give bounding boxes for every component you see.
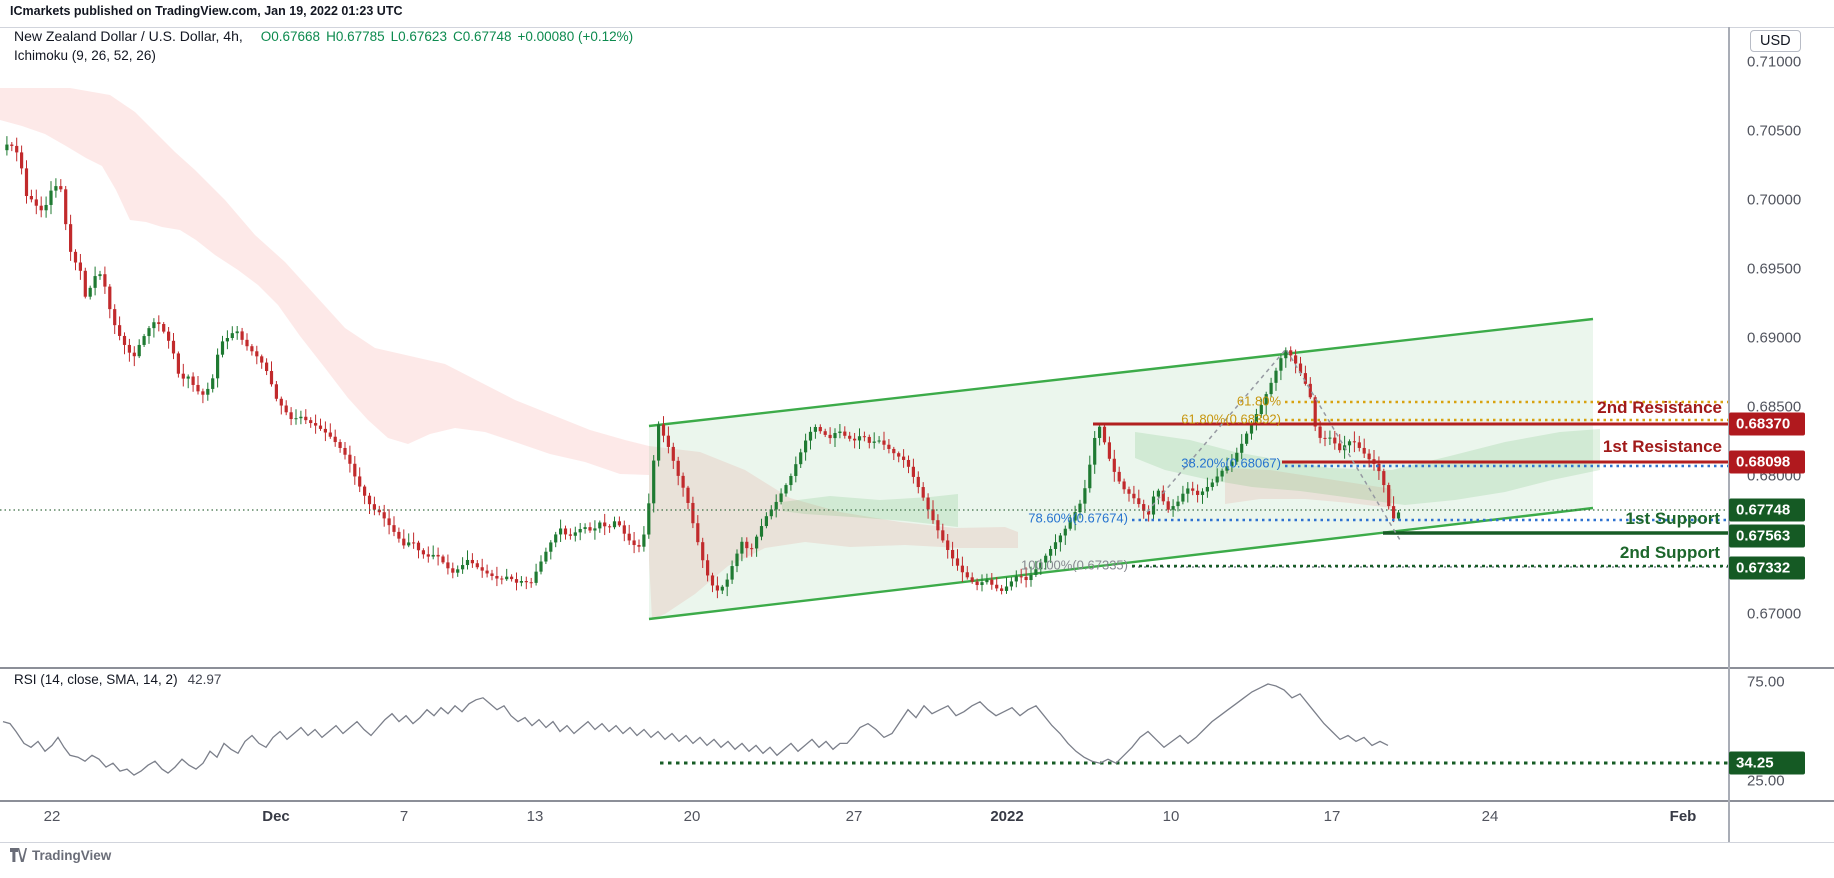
ohlc-low: L0.67623 [390, 29, 447, 44]
tradingview-logo-text: TradingView [32, 848, 112, 863]
ichimoku-legend-row[interactable]: Ichimoku (9, 26, 52, 26) [14, 48, 156, 63]
price-badge-support1: 0.67563 [1729, 524, 1805, 548]
symbol-legend-row[interactable]: New Zealand Dollar / U.S. Dollar, 4h, O0.… [14, 28, 639, 44]
rsi-tick: 25.00 [1747, 772, 1785, 790]
pane-divider[interactable] [0, 667, 1834, 669]
support1-label[interactable]: 1st Support [1625, 509, 1720, 528]
time-tick: 2022 [990, 808, 1024, 825]
ichimoku-cloud [0, 88, 1600, 619]
ohlc-values: O0.67668 H0.67785 L0.67623 C0.67748 +0.00080… [261, 29, 639, 44]
price-tick: 0.69500 [1747, 260, 1802, 278]
price-tick: 0.71000 [1747, 53, 1802, 71]
rsi-plot-line [2, 683, 1389, 776]
tradingview-logo-icon [10, 848, 27, 862]
time-tick: 13 [526, 808, 544, 825]
rsi-tick: 75.00 [1747, 673, 1785, 691]
ohlc-close: C0.67748 [452, 29, 512, 44]
resistance1-label[interactable]: 1st Resistance [1602, 437, 1722, 456]
fib-786-label[interactable]: 78.60%(0.67674) [1028, 510, 1128, 526]
price-tick: 0.69000 [1747, 329, 1802, 347]
price-tick: 0.67000 [1747, 605, 1802, 623]
price-tick: 0.70500 [1747, 122, 1802, 140]
level-lines [0, 400, 1728, 765]
price-tick: 0.68500 [1747, 398, 1802, 416]
rsi-plot [2, 683, 1389, 776]
tradingview-logo[interactable]: TradingView [10, 848, 111, 863]
price-tick: 0.70000 [1747, 191, 1802, 209]
ohlc-high: H0.67785 [326, 29, 385, 44]
price-badge-support2: 0.67332 [1729, 556, 1805, 580]
bottom-border [0, 842, 1834, 843]
price-axis-border [1728, 27, 1730, 842]
top-border [0, 27, 1834, 28]
time-tick: Feb [1669, 808, 1697, 825]
support2-label[interactable]: 2nd Support [1619, 543, 1720, 562]
rsi-legend-row[interactable]: RSI (14, close, SMA, 14, 2) 42.97 [14, 672, 221, 687]
fib-trend [1146, 347, 1401, 541]
rsi-badge: 34.25 [1729, 751, 1805, 775]
fib-618-label[interactable]: 61.80%(0.68392) [1181, 411, 1281, 427]
fib-382-label[interactable]: 38.20%(0.68067) [1181, 455, 1281, 471]
time-tick: 7 [399, 808, 409, 825]
symbol-title: New Zealand Dollar / U.S. Dollar, 4h, [14, 28, 243, 44]
time-axis-border [0, 800, 1834, 802]
rsi-label: RSI (14, close, SMA, 14, 2) [14, 672, 178, 687]
time-tick: Dec [262, 808, 290, 825]
time-tick: 22 [43, 808, 61, 825]
time-tick: 24 [1481, 808, 1499, 825]
candles [5, 136, 1401, 599]
time-tick: 20 [683, 808, 701, 825]
price-badge-resistance1: 0.68098 [1729, 450, 1805, 474]
currency-toggle[interactable]: USD [1750, 30, 1801, 52]
fib-100-label[interactable]: 100.00%(0.67335) [1021, 557, 1128, 573]
rsi-value: 42.97 [187, 672, 222, 687]
fib-618-upper-label[interactable]: 61.80% [1236, 393, 1281, 409]
resistance2-label[interactable]: 2nd Resistance [1597, 398, 1722, 417]
price-channel [648, 317, 1594, 621]
price-badge-last: 0.67748 [1729, 498, 1805, 522]
time-tick: 10 [1162, 808, 1180, 825]
time-tick: 27 [845, 808, 863, 825]
ohlc-open: O0.67668 [260, 29, 321, 44]
fib-trend-dashed [1146, 347, 1401, 541]
time-tick: 17 [1323, 808, 1341, 825]
ohlc-change: +0.00080 (+0.12%) [517, 29, 634, 44]
attribution-text: ICmarkets published on TradingView.com, … [10, 4, 403, 18]
price-badge-resistance2: 0.68370 [1729, 412, 1805, 436]
